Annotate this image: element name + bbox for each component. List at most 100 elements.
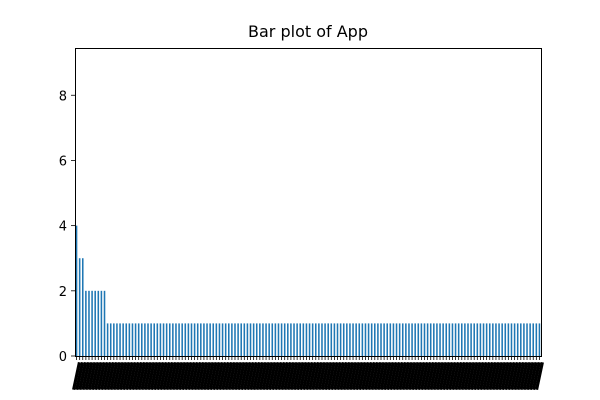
bar [280,323,283,356]
x-tick-label [75,361,85,391]
x-tick-label [413,361,423,391]
x-tick-label [283,361,293,391]
bar [228,323,230,356]
x-tick-label [454,361,464,391]
bar [234,323,236,356]
bar [473,323,475,356]
x-tick-label [255,361,265,391]
bar [333,323,336,356]
bar [479,323,482,356]
x-tick-label [298,361,308,391]
x-tick-label [447,361,457,391]
bar [355,323,357,356]
bar [97,290,100,356]
x-tick-label [270,361,280,391]
x-tick-label [510,361,520,391]
bar [439,323,441,356]
x-tick-label [385,361,395,391]
bar [122,323,124,356]
x-tick-label [373,361,383,391]
x-tick-label [140,361,150,391]
bar [85,290,87,356]
x-tick-label [162,361,172,391]
x-tick-label [199,361,209,391]
bar [510,323,513,356]
x-tick-label [249,361,259,391]
x-tick-label [491,361,501,391]
x-tick-label [451,361,461,391]
bar [383,323,385,356]
bar [482,323,485,356]
x-tick-label [264,361,274,391]
x-tick-label [438,361,448,391]
bar [206,323,208,356]
bar [433,323,435,356]
y-tick-label: 6 [59,154,67,169]
x-tick-label [208,361,218,391]
x-tick-label [277,361,287,391]
x-tick-label [395,361,405,391]
bar [367,323,370,356]
bar [389,323,392,356]
bar [398,323,401,356]
bar [495,323,497,356]
bar [137,323,140,356]
x-tick-label [420,361,429,391]
x-tick-label [466,361,476,391]
bar [370,323,373,356]
x-tick-label [267,361,277,391]
bar [268,323,270,356]
x-tick-label [187,361,196,391]
x-axis-ticks [72,356,544,391]
x-tick-label [326,361,336,391]
bar [448,323,451,356]
bar [532,323,535,356]
bar [293,323,295,356]
bar [128,323,131,356]
x-tick-label [165,361,175,391]
x-tick-label [392,361,402,391]
x-tick-label [295,361,305,391]
bar [464,323,466,356]
bar [498,323,500,356]
bar [159,323,162,356]
x-tick-label [345,361,355,391]
x-tick-label [472,361,482,391]
x-tick-label [152,361,162,391]
x-tick-label [90,361,100,391]
x-tick-label [121,361,131,391]
bar [386,323,388,356]
x-tick-label [143,361,153,391]
bar [492,323,494,356]
x-tick-label [202,361,212,391]
bar [187,323,190,356]
x-tick-label [314,361,324,391]
x-tick-label [311,361,321,391]
bar [299,323,302,356]
bar [277,323,280,356]
x-tick-label [329,361,339,391]
bar [342,323,345,356]
x-tick-label [242,361,252,391]
x-tick-label [410,361,420,391]
x-tick-label [360,361,370,391]
bar [361,323,364,356]
x-tick-label [171,361,181,391]
x-tick-label [183,361,193,391]
bar [119,323,121,356]
x-tick-label [429,361,439,391]
bar [520,323,522,356]
bar [274,323,277,356]
x-tick-label [96,361,106,391]
bar [411,323,413,356]
x-tick-label [364,361,374,391]
bar [75,225,78,356]
x-tick-label [149,361,159,391]
bar [535,323,538,356]
bar [178,323,180,356]
bar [144,323,146,356]
bar [224,323,227,356]
x-tick-label [376,361,386,391]
bar [103,290,106,356]
bar [377,323,379,356]
